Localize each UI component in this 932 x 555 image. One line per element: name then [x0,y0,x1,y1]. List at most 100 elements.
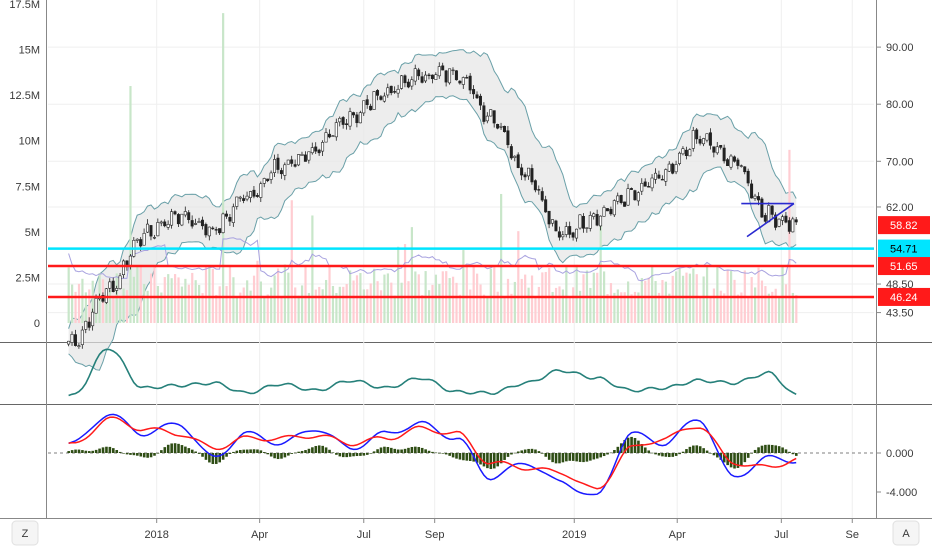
volume-bar [105,294,108,323]
bollinger-fill [68,49,797,371]
macd-histogram-bar [668,453,671,458]
volume-bar [204,266,208,323]
candle-body [647,186,651,188]
price-tick-label: 43.50 [886,308,914,320]
macd-histogram-bar [317,445,321,453]
candle-body [375,90,379,96]
volume-bar [551,291,554,323]
macd-histogram-bar [458,453,462,460]
macd-histogram-bar [238,449,242,453]
macd-histogram-bar [139,453,143,457]
volume-bar [187,284,190,323]
candle-body [94,298,98,314]
candle-body [235,196,239,207]
volume-tick-label: 17.5M [9,0,40,11]
macd-histogram-bar [311,447,314,453]
candle-body [104,288,108,303]
macd-histogram-bar [788,451,791,453]
macd-histogram-bar [613,450,616,453]
volume-tick-label: 0 [34,318,40,330]
candle-body [142,232,146,246]
triangle-bottom-line [746,202,795,238]
macd-histogram-bar [499,453,503,464]
macd-histogram-bar [376,449,379,453]
volume-bar [681,275,685,323]
candle-body [338,117,342,123]
candle-body [437,66,441,77]
volume-bar [136,266,139,323]
candle-body [372,91,376,110]
macd-histogram-bar [403,448,407,453]
macd-histogram-bar [468,453,472,461]
timezone-button[interactable]: Z [11,520,39,546]
candle-body [406,81,410,88]
candle-body [482,105,486,122]
volume-bar [503,297,506,323]
candle-body [80,329,84,345]
time-axis[interactable]: 2018 Apr Jul Sep 2019 Apr Jul Se [144,518,859,541]
volume-bar [263,297,266,323]
macd-histogram-bar [345,453,348,458]
macd-histogram-bar [259,450,263,453]
candle-body [698,139,702,144]
candle-body [152,237,156,239]
candle-body [149,225,153,237]
candle-body [87,321,91,328]
macd-histogram-bar [379,447,383,453]
candle-body [571,232,575,238]
macd-histogram-bar [321,445,324,453]
candle-body [530,168,534,183]
macd-histogram-bar [506,453,510,457]
macd-histogram-bar [575,453,578,462]
candle-body [266,178,270,182]
macd-histogram-bar [365,453,369,455]
candle-body [156,222,160,237]
volume-bar [671,275,674,323]
volume-bar [321,289,324,323]
auto-scale-button[interactable]: A [892,520,920,546]
volume-bar [156,286,160,323]
volume-bar [314,289,317,323]
candle-body [588,215,592,229]
volume-bar [434,274,438,323]
macd-histogram-bar [688,446,692,453]
time-tick-label: Apr [251,529,268,541]
volume-bar [290,200,293,323]
volume-bar [297,295,300,323]
macd-histogram-bar [537,451,541,453]
horizontal-levels[interactable] [48,247,874,299]
macd-histogram-bar [692,445,695,453]
volume-bar [345,284,348,323]
candle-body [461,77,465,85]
volume-bar [472,266,475,323]
candle-body [183,211,187,216]
macd-histogram-bar [149,453,153,458]
volume-bar [500,193,503,323]
candle-body [255,195,259,197]
volume-bar [774,288,777,323]
triangle-pattern[interactable] [741,202,795,238]
volume-bar [750,277,753,323]
volume-bar [431,284,434,323]
macd-histogram-bar [280,453,283,459]
volume-bar [352,280,355,323]
macd-line [68,413,797,496]
macd-histogram-bar [650,452,654,454]
candle-body [194,223,198,225]
candle-body [365,99,369,105]
candle-body [653,172,657,180]
macd-signal-line [68,416,797,490]
auto-scale-button-bg [892,520,920,546]
volume-bar [561,289,565,323]
candle-body [575,228,579,239]
macd-histogram-bar [530,448,534,453]
macd-histogram-bar [359,453,362,456]
candle-body [715,146,719,154]
macd-histogram-bar [626,437,630,453]
candle-body [732,156,736,162]
candle-body [204,224,208,236]
volume-bar [736,294,740,323]
candle-body [242,198,246,201]
